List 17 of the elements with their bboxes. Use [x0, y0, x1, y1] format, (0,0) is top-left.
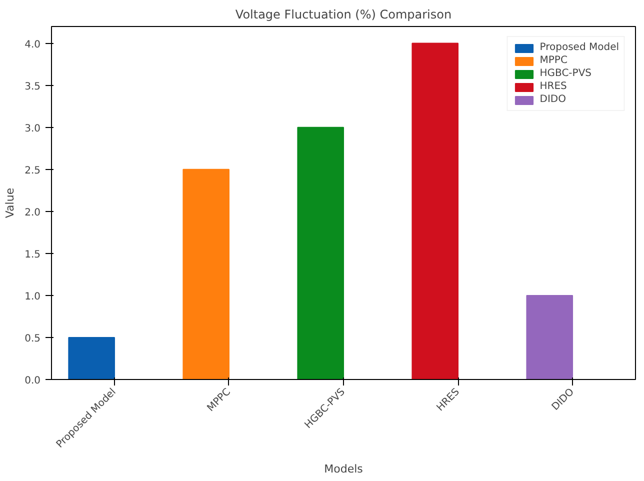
y-tick-label: 0.0: [24, 376, 41, 386]
y-axis-title: Value: [4, 188, 17, 218]
legend-label: HRES: [540, 81, 567, 92]
legend-label: HGBC-PVS: [540, 68, 592, 79]
y-tick-label: 0.5: [24, 333, 41, 344]
legend-label: DIDO: [540, 94, 566, 105]
chart-title: Voltage Fluctuation (%) Comparison: [235, 8, 452, 22]
legend-label: Proposed Model: [540, 42, 619, 53]
y-tick-label: 1.5: [24, 249, 41, 260]
legend-label: MPPC: [540, 55, 568, 66]
y-tick-label: 4.0: [24, 39, 41, 50]
y-tick-label: 3.5: [24, 81, 41, 92]
y-tick-label: 2.0: [24, 207, 41, 218]
x-axis-title: Models: [324, 462, 364, 476]
y-tick-label: 2.5: [24, 165, 41, 176]
y-tick-label: 3.0: [24, 123, 41, 134]
y-tick-label: 1.0: [24, 291, 41, 302]
